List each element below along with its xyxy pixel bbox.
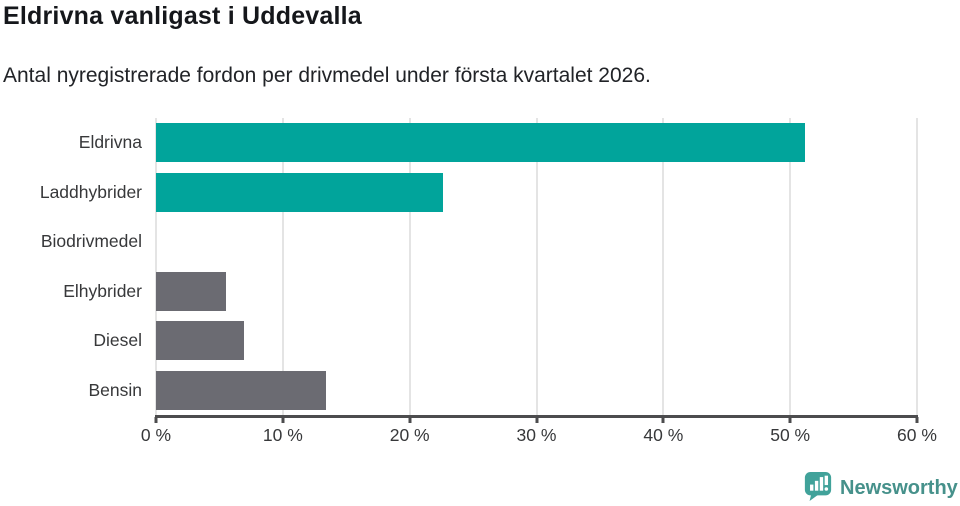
x-tick-label: 60 % bbox=[897, 425, 937, 445]
brand-name: Newsworthy bbox=[840, 477, 958, 499]
gridline-30 bbox=[535, 118, 538, 415]
y-tick-label: Diesel bbox=[93, 330, 142, 351]
bar-elhybrider bbox=[156, 271, 226, 311]
gridline-40 bbox=[662, 118, 665, 415]
bar-bensin bbox=[156, 370, 326, 410]
x-tick-label: 20 % bbox=[389, 425, 430, 445]
chart-title: Eldrivna vanligast i Uddevalla bbox=[3, 2, 362, 30]
x-tick-label: 40 % bbox=[643, 425, 684, 445]
bar-series bbox=[156, 118, 917, 415]
x-axis-tick bbox=[535, 417, 538, 423]
gridline-10 bbox=[281, 118, 284, 415]
bar-row bbox=[156, 118, 917, 168]
plot-area bbox=[155, 118, 918, 415]
gridline-20 bbox=[408, 118, 411, 415]
bar-row bbox=[156, 316, 917, 366]
y-axis-labels: Eldrivna Laddhybrider Biodrivmedel Elhybrid… bbox=[0, 118, 142, 415]
newsworthy-logo-icon bbox=[803, 471, 833, 506]
gridline-0 bbox=[155, 118, 157, 415]
y-tick-label: Biodrivmedel bbox=[40, 231, 142, 252]
bar-eldrivna bbox=[156, 123, 806, 163]
y-tick-label: Elhybrider bbox=[63, 280, 142, 301]
chart-subtitle: Antal nyregistrerade fordon per drivmede… bbox=[3, 64, 651, 87]
x-axis-tick bbox=[661, 417, 665, 423]
brand-logo: Newsworthy bbox=[803, 471, 958, 506]
y-tick-label: Eldrivna bbox=[78, 132, 142, 153]
gridline-60 bbox=[916, 118, 918, 415]
bar-row bbox=[156, 267, 917, 317]
x-axis-tick bbox=[281, 417, 285, 423]
y-tick-label: Laddhybrider bbox=[39, 181, 142, 202]
x-axis-tick bbox=[408, 417, 412, 423]
gridline-50 bbox=[789, 118, 792, 415]
x-axis-tick bbox=[915, 417, 919, 423]
x-axis-tick bbox=[788, 417, 792, 423]
x-axis-tick bbox=[154, 417, 158, 423]
y-tick-label: Bensin bbox=[88, 379, 142, 400]
x-tick-label: 0 % bbox=[140, 425, 172, 445]
bar-row bbox=[156, 217, 917, 267]
x-tick-label: 30 % bbox=[516, 425, 557, 445]
bar-diesel bbox=[156, 321, 244, 361]
x-tick-label: 10 % bbox=[262, 425, 303, 445]
bar-laddhybrider bbox=[156, 172, 443, 212]
bar-row bbox=[156, 168, 917, 218]
x-axis-line bbox=[155, 415, 918, 418]
x-tick-label: 50 % bbox=[770, 425, 811, 445]
bar-row bbox=[156, 366, 917, 416]
